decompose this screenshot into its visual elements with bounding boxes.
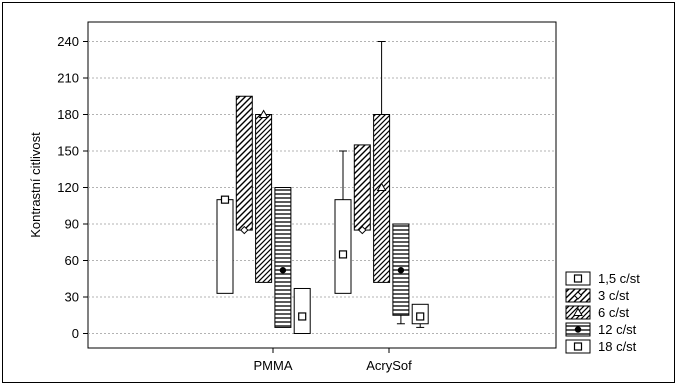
median-marker-square	[573, 342, 583, 351]
x-tick-label: PMMA	[254, 358, 293, 373]
box-3	[255, 114, 273, 283]
median-marker-dot	[574, 326, 582, 333]
median-marker-square	[220, 195, 230, 204]
x-axis: PMMA AcrySof	[254, 348, 412, 373]
y-tick-label: 0	[72, 326, 79, 341]
box-2	[235, 95, 253, 231]
y-tick-label: 30	[65, 290, 79, 305]
y-axis: 0 30 60 90 120 150 180 210 240	[57, 34, 88, 341]
y-tick-label: 150	[57, 144, 79, 159]
boxes	[216, 41, 429, 335]
y-tick-label: 120	[57, 180, 79, 195]
y-axis-label: Kontrastní citlivost	[28, 132, 43, 238]
legend-item: 18 c/st	[565, 339, 637, 354]
y-tick-label: 60	[65, 253, 79, 268]
median-marker-diamond	[573, 291, 583, 300]
median-marker-square	[338, 250, 348, 259]
median-marker-square	[573, 274, 583, 283]
median-marker-diamond	[358, 225, 367, 235]
legend-label: 6 c/st	[598, 305, 629, 320]
y-tick-label: 90	[65, 217, 79, 232]
x-tick-label: AcrySof	[366, 358, 412, 373]
legend: 1,5 c/st 3 c/st 6 c/st 12 c/st 18 c/st	[565, 271, 640, 354]
box-5	[293, 287, 311, 335]
box-4	[274, 187, 292, 328]
legend-item: 6 c/st	[565, 305, 629, 320]
legend-item: 3 c/st	[565, 288, 629, 303]
legend-label: 18 c/st	[598, 339, 637, 354]
legend-label: 1,5 c/st	[598, 271, 640, 286]
box-1	[216, 199, 234, 294]
legend-item: 12 c/st	[565, 322, 637, 337]
median-marker-dot	[397, 267, 405, 274]
y-tick-label: 240	[57, 34, 79, 49]
y-tick-label: 210	[57, 71, 79, 86]
median-marker-diamond	[240, 225, 249, 235]
box-3	[373, 114, 391, 283]
median-marker-triangle	[376, 182, 387, 191]
box-1	[334, 199, 352, 294]
gridlines	[88, 41, 556, 334]
plot-area	[87, 21, 557, 349]
legend-item: 1,5 c/st	[565, 271, 640, 286]
median-marker-dot	[279, 267, 287, 274]
median-marker-triangle	[573, 307, 583, 316]
median-marker-square	[298, 312, 307, 321]
legend-label: 3 c/st	[598, 288, 629, 303]
median-marker-triangle	[258, 109, 269, 118]
y-tick-label: 180	[57, 107, 79, 122]
legend-label: 12 c/st	[598, 322, 637, 337]
median-marker-square	[416, 312, 425, 321]
box-2	[353, 144, 371, 231]
